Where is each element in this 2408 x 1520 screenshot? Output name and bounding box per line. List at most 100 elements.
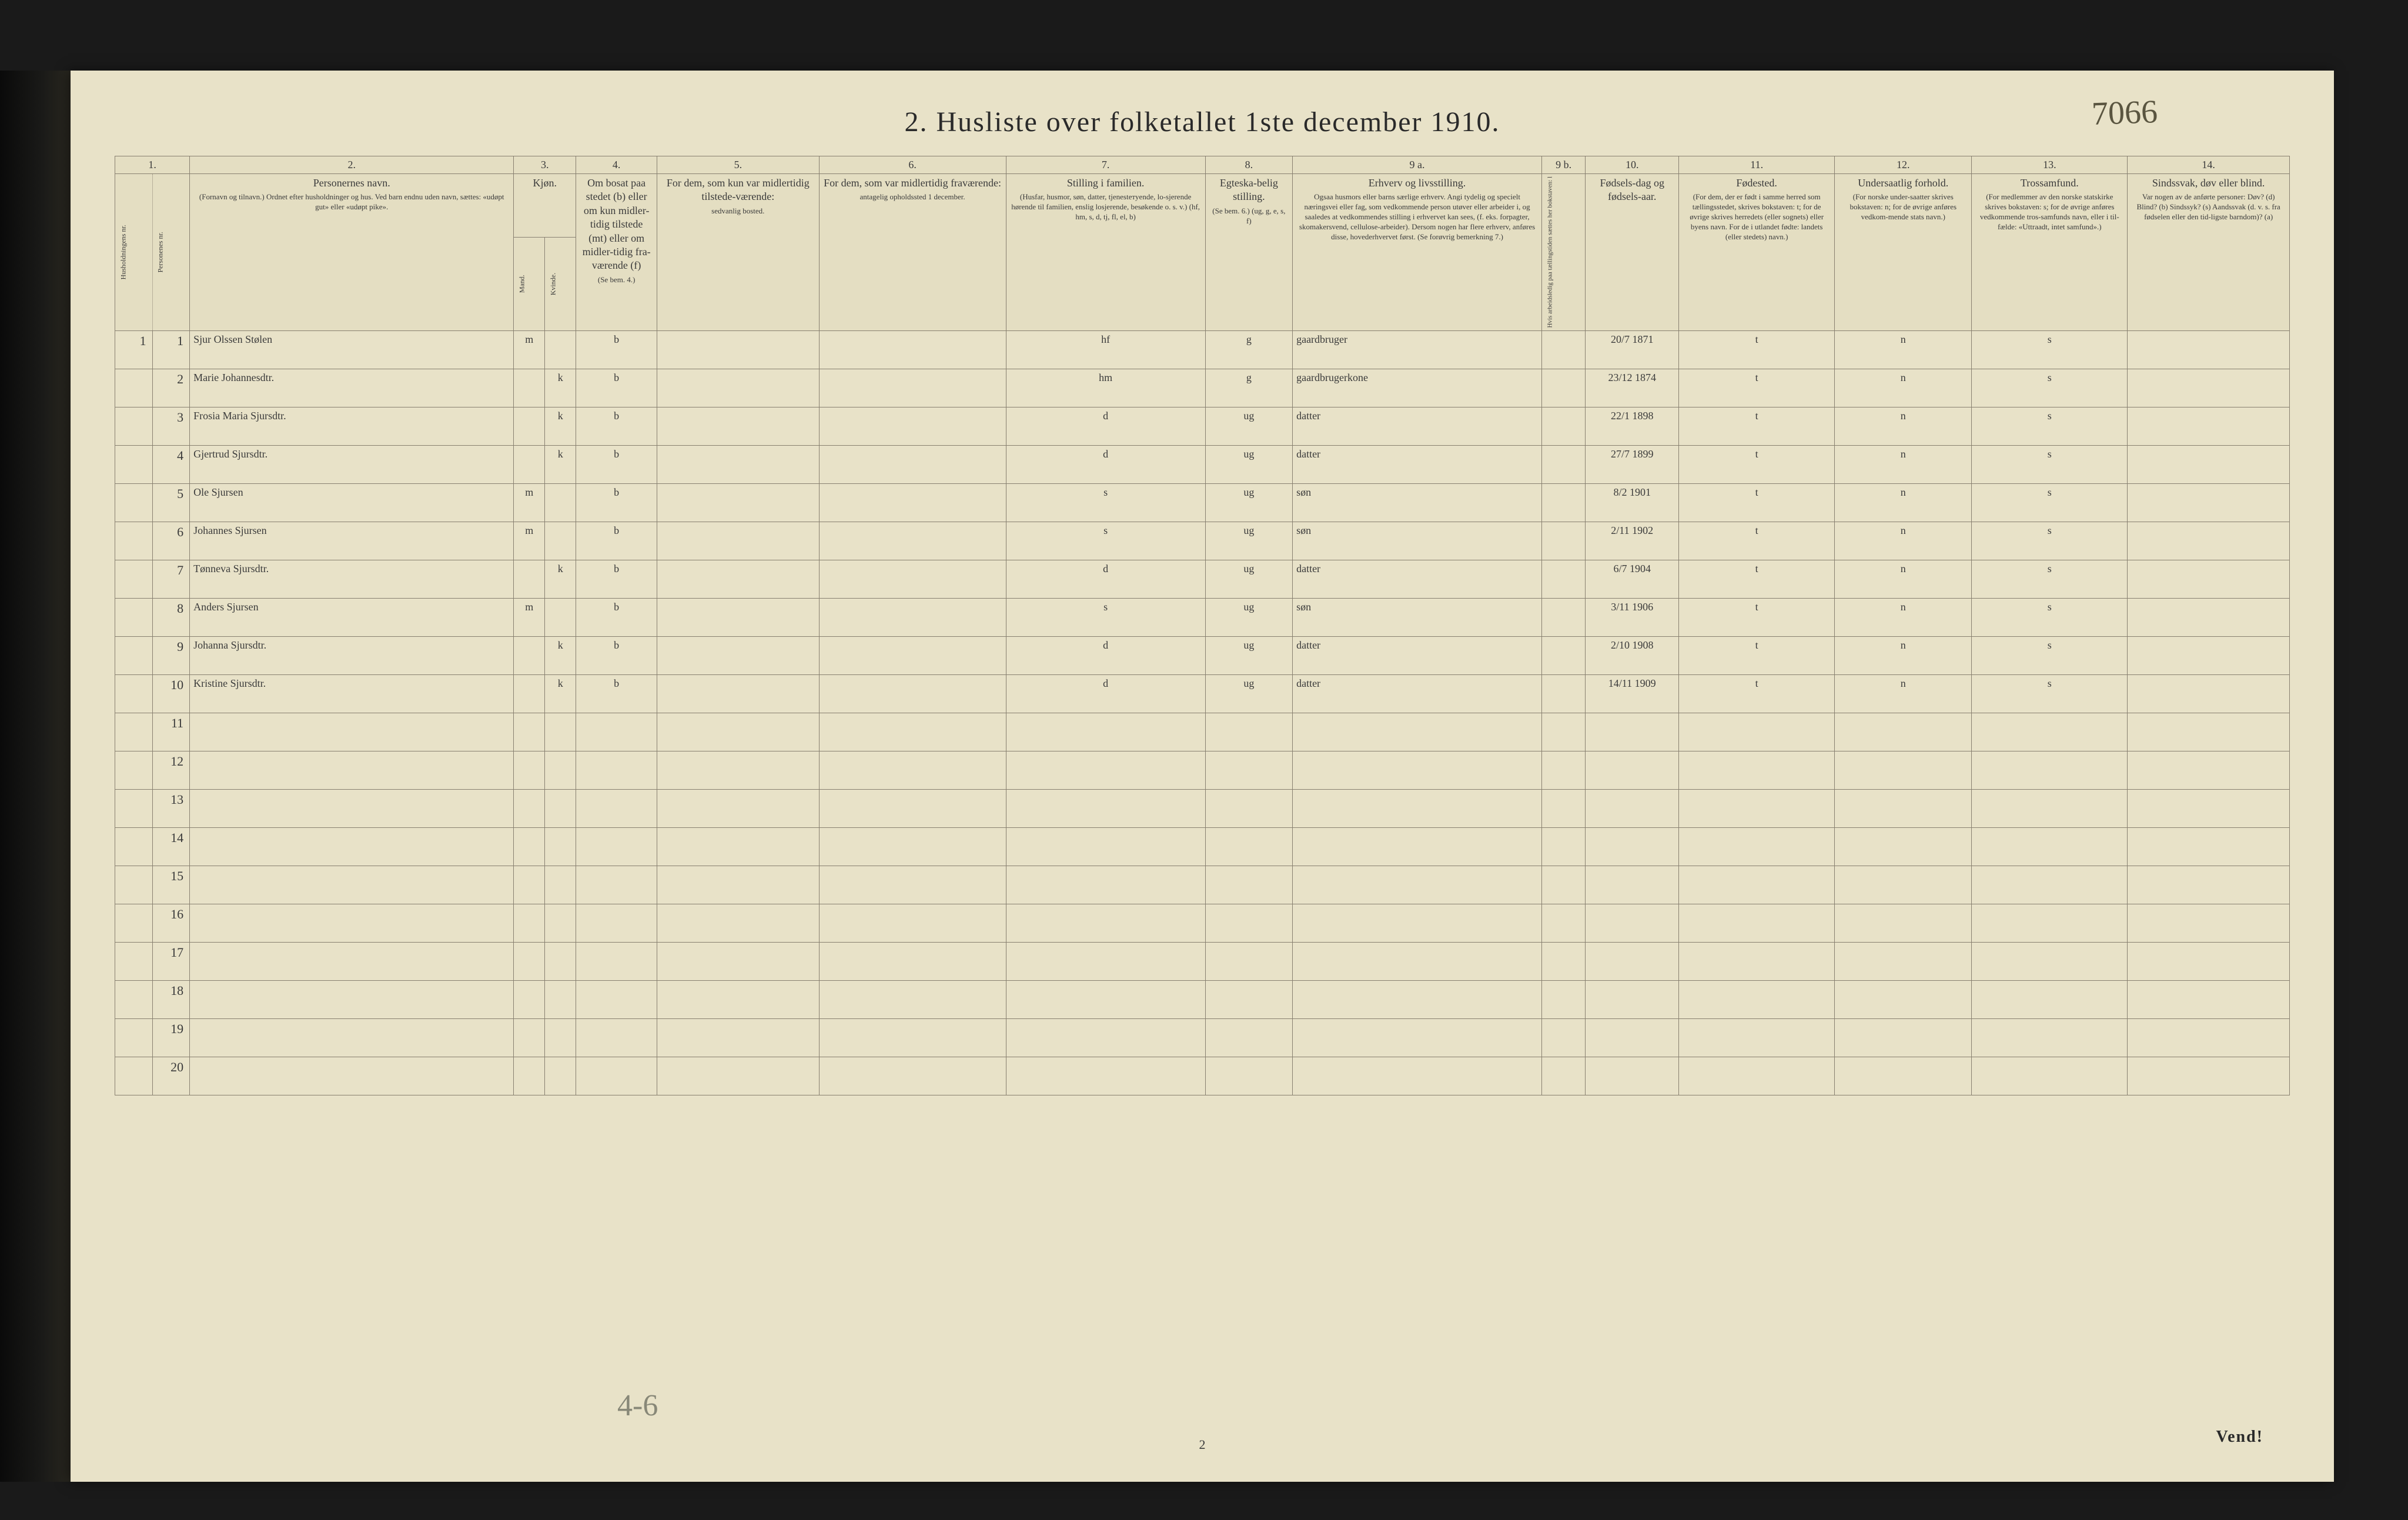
- table-cell: datter: [1293, 560, 1542, 598]
- table-cell: [115, 827, 153, 866]
- table-cell: [545, 522, 576, 560]
- hdr-temp-present-sub: sedvanlig bosted.: [661, 206, 815, 216]
- table-cell: b: [576, 407, 657, 445]
- table-cell: ug: [1205, 560, 1292, 598]
- table-row: 19: [115, 1018, 2290, 1057]
- table-cell: [1972, 751, 2128, 789]
- table-cell: [576, 1057, 657, 1095]
- table-cell: [1542, 789, 1586, 827]
- table-cell: [1006, 713, 1205, 751]
- table-cell: [1835, 827, 1972, 866]
- table-cell: [657, 407, 820, 445]
- book-binding: [0, 71, 71, 1482]
- table-cell: [545, 942, 576, 980]
- table-cell: [1972, 827, 2128, 866]
- table-cell: [1835, 980, 1972, 1018]
- table-cell: [1542, 751, 1586, 789]
- table-cell: [1542, 674, 1586, 713]
- hdr-family-position: Stilling i familien. (Husfar, husmor, sø…: [1006, 174, 1205, 331]
- hdr-religion-title: Trossamfund.: [2021, 177, 2079, 189]
- table-cell: [576, 942, 657, 980]
- table-cell: [1542, 407, 1586, 445]
- hdr-resident: Om bosat paa stedet (b) eller om kun mid…: [576, 174, 657, 331]
- table-cell: [1006, 751, 1205, 789]
- table-cell: [115, 598, 153, 636]
- table-cell: 2/11 1902: [1586, 522, 1679, 560]
- table-cell: 13: [152, 789, 190, 827]
- table-cell: [1205, 904, 1292, 942]
- table-cell: [819, 330, 1006, 369]
- table-cell: 7: [152, 560, 190, 598]
- table-cell: [1542, 330, 1586, 369]
- table-cell: [115, 560, 153, 598]
- table-row: 6Johannes Sjursenmbsugsøn2/11 1902tns: [115, 522, 2290, 560]
- table-cell: [1679, 904, 1835, 942]
- table-cell: [115, 369, 153, 407]
- table-cell: [819, 445, 1006, 483]
- table-cell: [115, 674, 153, 713]
- table-cell: [514, 1018, 545, 1057]
- table-cell: d: [1006, 560, 1205, 598]
- table-cell: s: [1972, 369, 2128, 407]
- table-cell: datter: [1293, 636, 1542, 674]
- table-cell: [115, 483, 153, 522]
- hdr-marital-sub: (Se bem. 6.) (ug, g, e, s, f): [1209, 206, 1289, 226]
- table-cell: 8: [152, 598, 190, 636]
- table-cell: [2128, 483, 2290, 522]
- table-cell: [1835, 942, 1972, 980]
- table-cell: s: [1972, 483, 2128, 522]
- table-row: 11: [115, 713, 2290, 751]
- table-cell: [1972, 1018, 2128, 1057]
- table-cell: [819, 483, 1006, 522]
- table-cell: ug: [1205, 636, 1292, 674]
- colnum-6: 6.: [819, 156, 1006, 174]
- table-cell: [1542, 980, 1586, 1018]
- table-cell: [514, 407, 545, 445]
- table-cell: m: [514, 330, 545, 369]
- table-cell: [1542, 942, 1586, 980]
- census-page: 7066 2. Husliste over folketallet 1ste d…: [71, 71, 2334, 1482]
- hdr-disability-sub: Var nogen av de anførte personer: Døv? (…: [2131, 192, 2286, 222]
- table-cell: [576, 980, 657, 1018]
- printed-page-number: 2: [1199, 1437, 1206, 1452]
- header-row: Husholdningens nr. Personenes nr. Person…: [115, 174, 2290, 238]
- table-cell: [1679, 942, 1835, 980]
- table-cell: 5: [152, 483, 190, 522]
- table-cell: [1586, 713, 1679, 751]
- table-cell: 10: [152, 674, 190, 713]
- table-cell: [2128, 445, 2290, 483]
- table-cell: b: [576, 598, 657, 636]
- table-cell: [1293, 942, 1542, 980]
- table-cell: [514, 980, 545, 1018]
- table-cell: [819, 674, 1006, 713]
- table-cell: n: [1835, 407, 1972, 445]
- hdr-name-title: Personernes navn.: [313, 177, 390, 189]
- table-cell: [1006, 942, 1205, 980]
- table-cell: ug: [1205, 445, 1292, 483]
- table-cell: Ole Sjursen: [190, 483, 514, 522]
- hdr-male: Mand.: [514, 238, 545, 330]
- table-cell: [1679, 980, 1835, 1018]
- table-cell: ug: [1205, 674, 1292, 713]
- table-cell: b: [576, 522, 657, 560]
- table-cell: [1205, 980, 1292, 1018]
- table-cell: n: [1835, 560, 1972, 598]
- data-body: 11Sjur Olssen Stølenmbhfggaardbruger20/7…: [115, 330, 2290, 713]
- table-cell: [1542, 598, 1586, 636]
- table-cell: [1972, 866, 2128, 904]
- table-cell: [1586, 1018, 1679, 1057]
- table-cell: [2128, 827, 2290, 866]
- turn-page-note: Vend!: [2216, 1428, 2263, 1446]
- table-cell: s: [1972, 522, 2128, 560]
- table-cell: [1542, 560, 1586, 598]
- hdr-temp-absent: For dem, som var midlertidig fraværende:…: [819, 174, 1006, 331]
- table-cell: [190, 827, 514, 866]
- table-cell: k: [545, 560, 576, 598]
- table-cell: [545, 483, 576, 522]
- table-cell: t: [1679, 445, 1835, 483]
- table-cell: [514, 560, 545, 598]
- hdr-household-no: Husholdningens nr.: [115, 174, 153, 331]
- table-cell: [514, 751, 545, 789]
- table-cell: [545, 713, 576, 751]
- table-cell: 14: [152, 827, 190, 866]
